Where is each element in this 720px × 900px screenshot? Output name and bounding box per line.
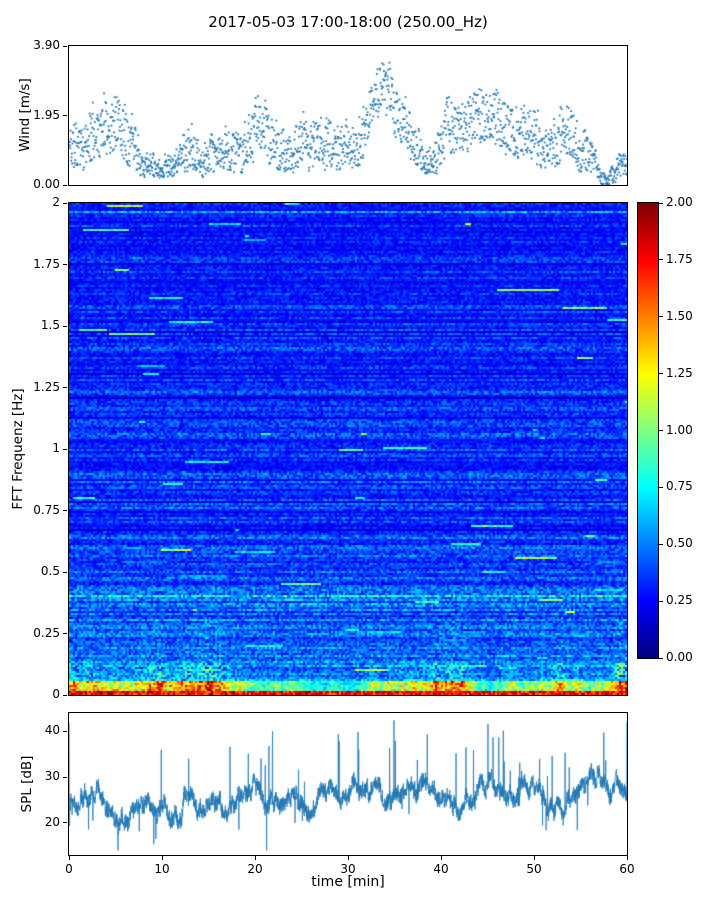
tick-mark xyxy=(63,730,67,732)
tick-mark xyxy=(347,856,349,860)
tick-mark xyxy=(659,657,663,659)
y-tick-label: 1.25 xyxy=(33,379,60,394)
tick-mark xyxy=(161,856,163,860)
y-tick-label: 0.75 xyxy=(33,502,60,517)
x-tick-label: 0 xyxy=(65,862,73,876)
colorbar-tick-label: 1.75 xyxy=(666,251,693,266)
spectrogram-canvas xyxy=(69,203,627,695)
y-tick-label: 30 xyxy=(44,769,60,784)
tick-mark xyxy=(659,259,663,261)
spl-line-canvas xyxy=(69,713,627,855)
wind-scatter-canvas xyxy=(69,46,627,185)
colorbar-tick-label: 0.50 xyxy=(666,536,693,551)
y-tick-label: 0.00 xyxy=(33,177,60,191)
tick-mark xyxy=(440,856,442,860)
spl-y-axis-label: SPL [dB] xyxy=(19,755,35,813)
tick-mark xyxy=(63,202,67,204)
colorbar-tick-label: 1.25 xyxy=(666,365,693,380)
tick-mark xyxy=(659,543,663,545)
spl-plot-axes xyxy=(68,712,628,856)
spectrogram-axes xyxy=(68,202,628,696)
y-tick-label: 0.5 xyxy=(40,564,60,578)
tick-mark xyxy=(533,856,535,860)
colorbar-tick-label: 0.00 xyxy=(666,650,693,664)
x-tick-label: 10 xyxy=(154,862,170,876)
tick-mark xyxy=(626,856,628,860)
y-tick-label: 0.25 xyxy=(33,625,60,640)
x-tick-label: 30 xyxy=(340,862,356,876)
colorbar xyxy=(637,202,659,659)
tick-mark xyxy=(659,202,663,204)
y-tick-label: 40 xyxy=(44,723,60,738)
x-tick-label: 20 xyxy=(247,862,263,876)
colorbar-tick-label: 0.75 xyxy=(666,479,693,494)
tick-mark xyxy=(63,694,67,696)
tick-mark xyxy=(63,264,67,265)
y-tick-label: 2 xyxy=(52,195,60,209)
tick-mark xyxy=(63,325,67,327)
tick-mark xyxy=(659,430,663,431)
tick-mark xyxy=(63,776,67,778)
tick-mark xyxy=(63,510,67,511)
tick-mark xyxy=(63,115,67,116)
tick-mark xyxy=(659,316,663,318)
tick-mark xyxy=(63,633,67,634)
wind-plot-axes xyxy=(68,45,628,186)
x-tick-label: 40 xyxy=(433,862,449,876)
y-tick-label: 1.5 xyxy=(40,318,60,332)
tick-mark xyxy=(659,600,663,602)
x-tick-label: 50 xyxy=(526,862,542,876)
colorbar-tick-label: 1.50 xyxy=(666,308,693,323)
tick-mark xyxy=(659,373,663,375)
tick-mark xyxy=(63,571,67,573)
tick-mark xyxy=(63,387,67,388)
tick-mark xyxy=(659,486,663,488)
y-tick-label: 1.95 xyxy=(33,107,60,122)
chart-title: 2017-05-03 17:00-18:00 (250.00_Hz) xyxy=(208,13,488,31)
colorbar-tick-label: 1.00 xyxy=(666,422,693,437)
tick-mark xyxy=(68,856,70,860)
y-tick-label: 20 xyxy=(44,814,60,829)
tick-mark xyxy=(63,45,67,47)
x-tick-label: 60 xyxy=(619,862,635,876)
tick-mark xyxy=(254,856,256,860)
colorbar-tick-label: 0.25 xyxy=(666,593,693,608)
tick-mark xyxy=(63,448,67,450)
x-axis-label: time [min] xyxy=(311,874,385,890)
y-tick-label: 1 xyxy=(52,441,60,455)
y-tick-label: 1.75 xyxy=(33,256,60,271)
colorbar-tick-label: 2.00 xyxy=(666,195,693,209)
y-tick-label: 3.90 xyxy=(33,38,60,52)
tick-mark xyxy=(63,822,67,824)
colorbar-gradient-canvas xyxy=(638,203,658,658)
y-tick-label: 0 xyxy=(52,687,60,701)
tick-mark xyxy=(63,184,67,186)
